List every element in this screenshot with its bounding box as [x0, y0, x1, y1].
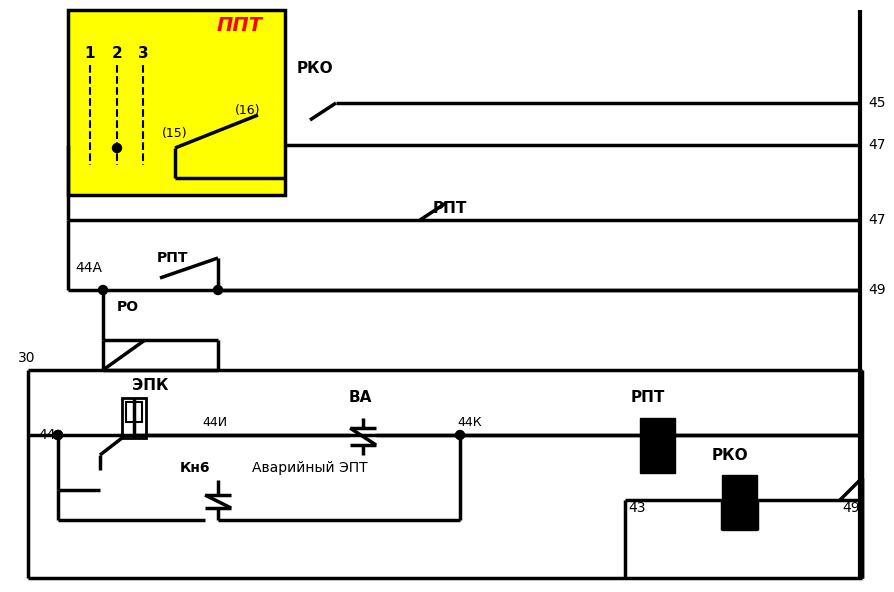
Text: 49: 49	[868, 283, 886, 297]
Circle shape	[456, 430, 465, 439]
Text: 30: 30	[18, 351, 36, 365]
Text: 44К: 44К	[458, 417, 482, 430]
Circle shape	[54, 430, 63, 439]
Circle shape	[54, 430, 63, 439]
Text: 47: 47	[868, 213, 885, 227]
Bar	[126, 402, 142, 422]
Text: Кн6: Кн6	[180, 461, 210, 475]
Text: 45: 45	[868, 96, 885, 110]
Text: ЭПК: ЭПК	[131, 378, 168, 392]
Bar	[68, 10, 285, 195]
Circle shape	[214, 285, 223, 294]
Text: РО: РО	[117, 300, 139, 314]
Text: РПТ: РПТ	[156, 251, 188, 265]
Circle shape	[113, 143, 122, 153]
Bar	[122, 398, 146, 438]
Bar	[722, 475, 757, 530]
Text: 3: 3	[138, 46, 148, 60]
Text: РПТ: РПТ	[433, 201, 468, 215]
Text: 43: 43	[628, 501, 645, 515]
Circle shape	[98, 285, 107, 294]
Text: РКО: РКО	[297, 60, 333, 76]
Text: РПТ: РПТ	[631, 391, 665, 406]
Text: 44А: 44А	[75, 261, 102, 275]
Text: 1: 1	[85, 46, 96, 60]
Text: 44: 44	[38, 428, 55, 442]
Text: РКО: РКО	[712, 448, 748, 462]
Text: (15): (15)	[162, 127, 188, 140]
Text: 2: 2	[112, 46, 122, 60]
Text: 47: 47	[868, 138, 885, 152]
Text: 44И: 44И	[202, 417, 228, 430]
Text: Аварийный ЭПТ: Аварийный ЭПТ	[252, 461, 367, 475]
Text: ВА: ВА	[349, 391, 372, 406]
Text: ППТ: ППТ	[217, 15, 263, 34]
Text: (16): (16)	[235, 104, 261, 117]
Text: 49: 49	[842, 501, 860, 515]
Bar	[640, 418, 675, 473]
